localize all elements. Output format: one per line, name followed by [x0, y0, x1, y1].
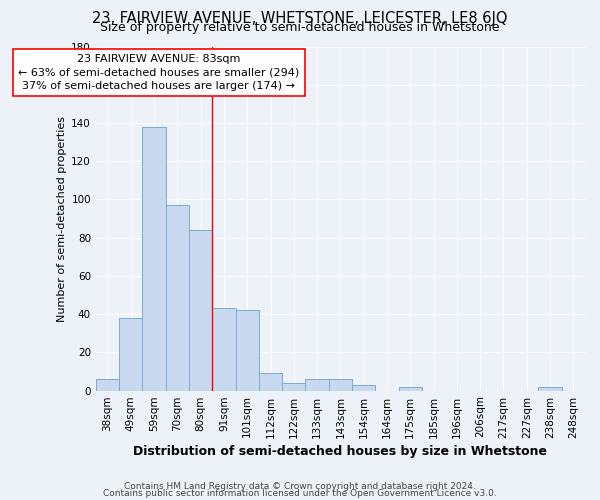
Bar — [142, 127, 166, 390]
X-axis label: Distribution of semi-detached houses by size in Whetstone: Distribution of semi-detached houses by … — [133, 444, 547, 458]
Bar — [212, 308, 236, 390]
Y-axis label: Number of semi-detached properties: Number of semi-detached properties — [57, 116, 67, 322]
Text: 23 FAIRVIEW AVENUE: 83sqm
← 63% of semi-detached houses are smaller (294)
37% of: 23 FAIRVIEW AVENUE: 83sqm ← 63% of semi-… — [18, 54, 299, 90]
Bar — [189, 230, 212, 390]
Bar — [259, 374, 282, 390]
Bar — [282, 383, 305, 390]
Bar — [96, 379, 119, 390]
Text: Size of property relative to semi-detached houses in Whetstone: Size of property relative to semi-detach… — [100, 21, 500, 34]
Text: 23, FAIRVIEW AVENUE, WHETSTONE, LEICESTER, LE8 6JQ: 23, FAIRVIEW AVENUE, WHETSTONE, LEICESTE… — [92, 11, 508, 26]
Bar — [305, 379, 329, 390]
Bar — [166, 205, 189, 390]
Text: Contains public sector information licensed under the Open Government Licence v3: Contains public sector information licen… — [103, 488, 497, 498]
Bar — [538, 386, 562, 390]
Text: Contains HM Land Registry data © Crown copyright and database right 2024.: Contains HM Land Registry data © Crown c… — [124, 482, 476, 491]
Bar — [329, 379, 352, 390]
Bar — [398, 386, 422, 390]
Bar — [119, 318, 142, 390]
Bar — [236, 310, 259, 390]
Bar — [352, 385, 376, 390]
